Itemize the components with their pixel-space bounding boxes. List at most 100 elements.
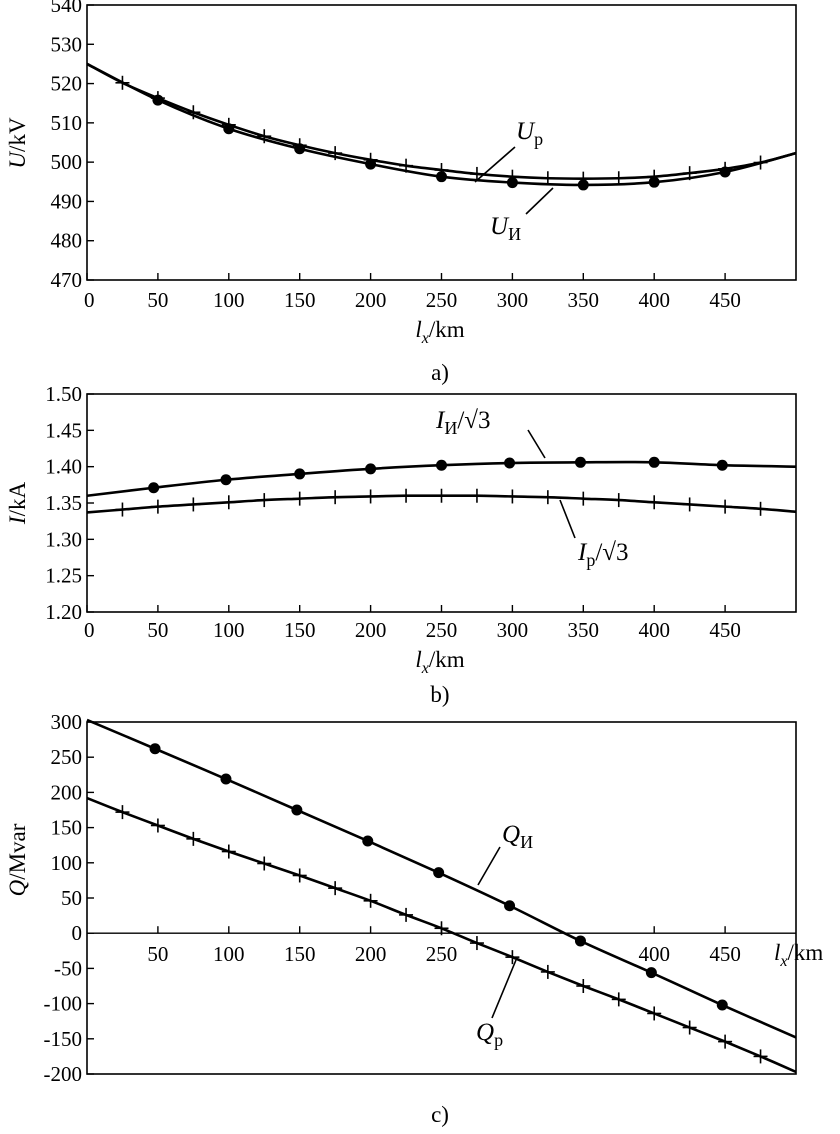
data-point [294, 143, 306, 155]
ytick-label: -50 [54, 956, 82, 980]
ytick-label: -100 [44, 992, 83, 1016]
ytick-label: 250 [51, 745, 83, 769]
ytick-label: 1.40 [45, 455, 82, 479]
xtick-label: 200 [355, 942, 387, 966]
ytick-label: 200 [51, 780, 83, 804]
xtick-label: 450 [709, 618, 741, 642]
data-point [469, 488, 484, 503]
ytick-label: 1.50 [45, 382, 82, 406]
data-point [365, 158, 377, 170]
data-point [648, 176, 660, 188]
data-point [506, 177, 518, 189]
data-point [719, 166, 731, 178]
data-point [328, 490, 343, 505]
data-point [220, 773, 232, 785]
ylabel-a: U/kV [5, 117, 30, 169]
ylabel-b: I/kA [5, 482, 30, 526]
ytick-label: 470 [51, 268, 83, 292]
xtick-label: 250 [426, 288, 458, 312]
xtick-label: 50 [147, 942, 168, 966]
ytick-label: -150 [44, 1027, 83, 1051]
xtick-label: 400 [638, 942, 670, 966]
data-point [647, 1006, 662, 1021]
ytick-label: 490 [51, 189, 83, 213]
data-point [115, 805, 130, 820]
annotation-up: Up [516, 118, 543, 149]
data-point [294, 468, 306, 480]
data-point [150, 499, 165, 514]
data-point [221, 495, 236, 510]
data-point [328, 881, 343, 896]
data-point [152, 94, 164, 106]
data-point [577, 179, 589, 191]
xtick-label: 0 [84, 288, 95, 312]
xtick-label: 200 [355, 288, 387, 312]
xtick-label: 350 [568, 288, 600, 312]
data-point [648, 456, 660, 468]
xtick-label: 200 [355, 618, 387, 642]
data-point [436, 459, 447, 471]
data-point [716, 999, 728, 1011]
data-point [469, 166, 484, 181]
panel-c: -200 -150 -100 -50 0 50 100 150 200 250 300 50 100 15… [5, 710, 823, 1127]
ytick-label: 520 [51, 72, 83, 96]
data-point [292, 868, 307, 883]
series-line [86, 718, 797, 1039]
data-point [718, 499, 733, 514]
data-point [469, 936, 484, 951]
data-point [753, 501, 768, 516]
leader-ip [559, 499, 576, 539]
ytick-label: 150 [51, 816, 83, 840]
xtick-label: 400 [638, 288, 670, 312]
annotation-ii: IИ/√3 [435, 407, 491, 438]
xtick-label: 300 [497, 618, 529, 642]
data-point [363, 489, 378, 504]
xlabel-c: lx/km [774, 940, 823, 970]
panel-label-a: a) [431, 360, 449, 385]
xtick-label: 300 [497, 288, 529, 312]
data-point [505, 489, 520, 504]
data-point [186, 497, 201, 512]
xtick-label: 50 [147, 288, 168, 312]
ytick-label: 100 [51, 851, 83, 875]
data-point [504, 900, 516, 912]
data-point [574, 456, 586, 468]
ytick-label: 480 [51, 229, 83, 253]
series-line [86, 62, 797, 180]
plot-frame-a [86, 4, 797, 281]
ytick-label: 1.25 [45, 564, 82, 588]
data-point [149, 743, 161, 755]
data-point [576, 491, 591, 506]
xtick-label: 450 [709, 288, 741, 312]
data-point [148, 482, 160, 494]
data-point [257, 856, 272, 871]
data-point [399, 488, 414, 503]
leader-up [474, 146, 516, 183]
data-point [220, 474, 232, 486]
data-point [292, 491, 307, 506]
ytick-label: 1.20 [45, 600, 82, 624]
ytick-label: 50 [61, 886, 82, 910]
data-point [186, 831, 201, 846]
ylabel-c: Q/Mvar [5, 823, 30, 896]
xtick-label: 250 [426, 618, 458, 642]
data-point [436, 171, 447, 183]
ytick-label: 1.45 [45, 418, 82, 442]
ytick-label: -200 [44, 1062, 83, 1086]
panel-label-b: b) [430, 682, 449, 707]
annotation-qi: QИ [502, 821, 533, 852]
data-point [257, 493, 272, 508]
data-point [682, 1020, 697, 1035]
ytick-label: 1.35 [45, 491, 82, 515]
xtick-label: 400 [638, 618, 670, 642]
data-point [611, 493, 626, 508]
data-point [115, 502, 130, 517]
xtick-label: 350 [568, 618, 600, 642]
leader-ui [525, 187, 554, 215]
data-point [150, 818, 165, 833]
xtick-label: 50 [147, 618, 168, 642]
data-point [504, 457, 516, 469]
ytick-label: 1.30 [45, 527, 82, 551]
ytick-label: 530 [51, 32, 83, 56]
